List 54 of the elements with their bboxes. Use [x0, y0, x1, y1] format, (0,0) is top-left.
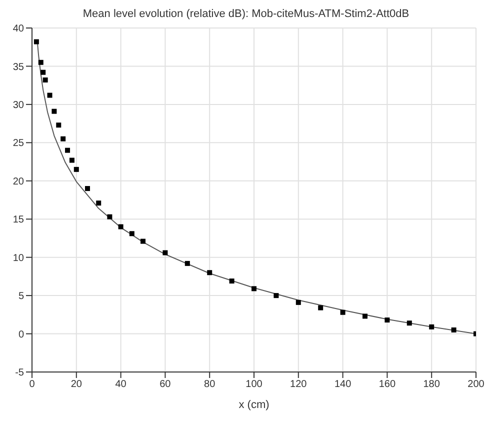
x-tick-label: 80 [204, 379, 216, 390]
point [318, 305, 324, 310]
chart-title: Mean level evolution (relative dB): Mob-citeMus-ATM-Stim2-Att0dB [82, 8, 410, 22]
point [47, 92, 52, 98]
point [74, 166, 79, 172]
x-tick-label: 200 [468, 379, 485, 390]
x-axis-title: x (cm) [238, 399, 270, 411]
x-tick-label: 120 [290, 379, 308, 390]
x-tick-label: 180 [423, 379, 440, 390]
x-tick-label: 0 [29, 379, 36, 390]
point [252, 286, 256, 292]
y-tick-label: 20 [12, 176, 24, 188]
y-tick-label: 0 [18, 329, 24, 340]
point [162, 250, 168, 256]
point [207, 270, 212, 276]
x-tick-label: 60 [160, 379, 172, 390]
point [60, 136, 66, 142]
point [56, 122, 62, 128]
x-tick-label: 140 [334, 379, 352, 390]
x-tick-label: 20 [70, 379, 82, 390]
point [38, 60, 44, 65]
y-tick-label: 40 [12, 24, 24, 35]
y-tick-label: 35 [12, 62, 24, 73]
y-tick-label: 10 [12, 252, 24, 264]
point [140, 238, 146, 244]
point [129, 231, 134, 236]
point [406, 320, 412, 326]
point [69, 158, 74, 163]
y-tick-label: 30 [12, 100, 24, 111]
point [40, 70, 46, 75]
x-tick-label: 100 [246, 379, 263, 390]
point [118, 224, 124, 230]
point [451, 327, 456, 332]
point [384, 318, 390, 323]
point [340, 310, 346, 315]
point [229, 278, 234, 284]
y-tick-label: 25 [12, 138, 24, 150]
point [96, 200, 102, 206]
x-tick-label: 160 [378, 379, 396, 390]
point [52, 108, 57, 114]
point [107, 214, 112, 220]
y-tick-label: 15 [12, 214, 24, 226]
point [184, 260, 190, 266]
point [85, 186, 90, 192]
point [296, 300, 301, 305]
x-tick-label: 40 [115, 379, 127, 390]
point [274, 293, 279, 298]
y-tick-label: -5 [15, 368, 24, 379]
point [42, 77, 48, 82]
y-tick-label: 5 [18, 291, 24, 302]
point [34, 39, 39, 44]
point [362, 314, 368, 319]
point [429, 324, 434, 330]
point [65, 148, 70, 153]
